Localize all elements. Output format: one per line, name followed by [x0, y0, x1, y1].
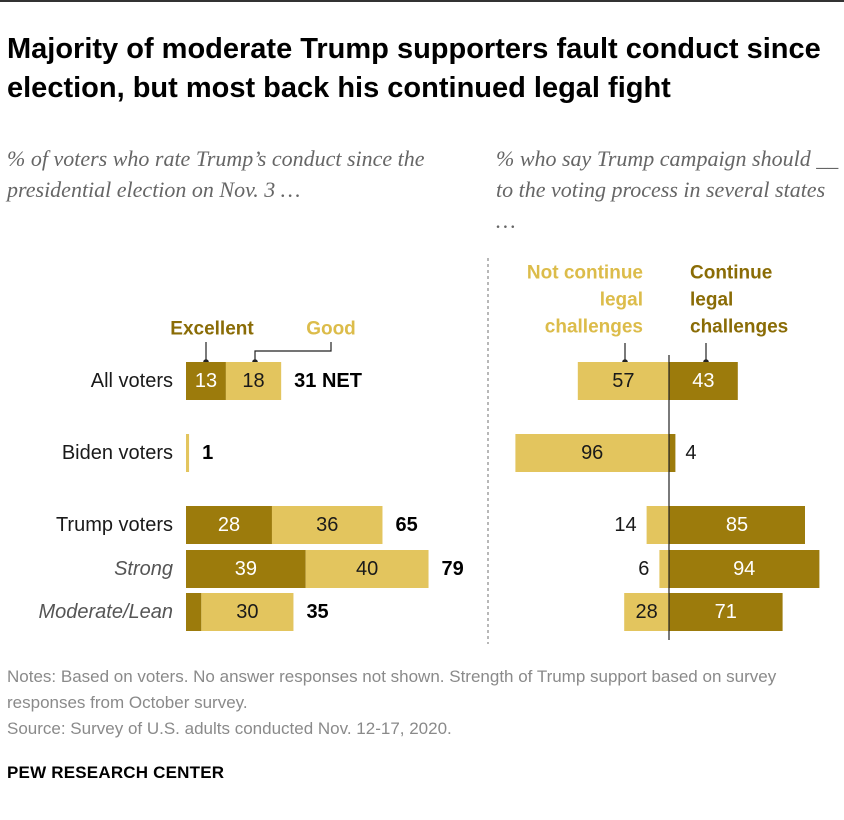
continue-bar	[669, 434, 676, 472]
excellent-value-label: 39	[235, 558, 257, 580]
net-total-label: 1	[202, 442, 213, 464]
excellent-value-label: 13	[195, 370, 217, 392]
net-total-label: 35	[306, 601, 328, 623]
legend-continue-label: legal	[690, 290, 733, 311]
left-category-label: Trump voters	[56, 514, 173, 536]
continue-bar	[669, 550, 820, 588]
excellent-bar	[186, 593, 202, 631]
good-value-label: 36	[316, 514, 338, 536]
left-category-label: Strong	[114, 558, 173, 580]
legend-not-continue-label: challenges	[545, 317, 643, 338]
legend-continue-label: challenges	[690, 317, 788, 338]
not-continue-value-label: 96	[581, 442, 603, 464]
good-value-label: 18	[242, 370, 264, 392]
legend-good-pointer	[254, 342, 332, 362]
good-bar	[305, 550, 429, 588]
continue-value-label: 94	[733, 558, 755, 580]
continue-bar	[669, 593, 783, 631]
top-rule	[0, 0, 844, 2]
good-bar	[225, 362, 282, 400]
net-total-label: 31 NET	[294, 370, 362, 392]
net-total-label: 79	[442, 558, 464, 580]
good-value-label: 40	[356, 558, 378, 580]
right-panel-subtitle: % who say Trump campaign should __ to th…	[496, 146, 839, 233]
excellent-bar	[186, 506, 272, 544]
notes: Notes: Based on voters. No answer respon…	[7, 664, 837, 742]
left-category-label: All voters	[91, 370, 173, 392]
not-continue-value-label: 57	[612, 370, 634, 392]
good-bar	[201, 593, 294, 631]
footer-brand: PEW RESEARCH CENTER	[7, 763, 225, 782]
not-continue-value-label: 28	[635, 601, 657, 623]
not-continue-bar	[577, 362, 669, 400]
legend-not-continue-label: legal	[600, 290, 643, 311]
notes-text: Notes: Based on voters. No answer respon…	[7, 667, 777, 712]
good-bar	[271, 506, 383, 544]
good-value-label: 30	[236, 601, 258, 623]
not-continue-value-label: 14	[614, 514, 636, 536]
excellent-bar	[186, 550, 306, 588]
continue-value-label: 71	[715, 601, 737, 623]
legend-continue-label: Continue	[690, 263, 772, 284]
not-continue-value-label: 6	[638, 558, 649, 580]
left-category-label: Moderate/Lean	[38, 601, 173, 623]
left-panel-subtitle: % of voters who rate Trump’s conduct sin…	[7, 146, 425, 202]
continue-value-label: 85	[726, 514, 748, 536]
chart-area: Excellent Good All voters 13 18 31 NET Biden v…	[38, 258, 820, 644]
not-continue-bar	[624, 593, 669, 631]
good-bar	[186, 434, 190, 472]
not-continue-bar	[515, 434, 669, 472]
legend-good-label: Good	[306, 319, 356, 340]
chart-title: Majority of moderate Trump supporters fa…	[7, 33, 821, 104]
continue-value-label: 43	[692, 370, 714, 392]
not-continue-bar	[646, 506, 669, 544]
continue-bar	[669, 362, 738, 400]
continue-bar	[669, 506, 805, 544]
legend-excellent-label: Excellent	[170, 319, 254, 340]
source-text: Source: Survey of U.S. adults conducted …	[7, 719, 452, 738]
legend-not-continue-label: Not continue	[527, 263, 643, 284]
left-category-label: Biden voters	[62, 442, 173, 464]
continue-value-label: 4	[685, 442, 696, 464]
excellent-value-label: 28	[218, 514, 240, 536]
net-total-label: 65	[395, 514, 417, 536]
excellent-bar	[186, 362, 226, 400]
not-continue-bar	[659, 550, 669, 588]
